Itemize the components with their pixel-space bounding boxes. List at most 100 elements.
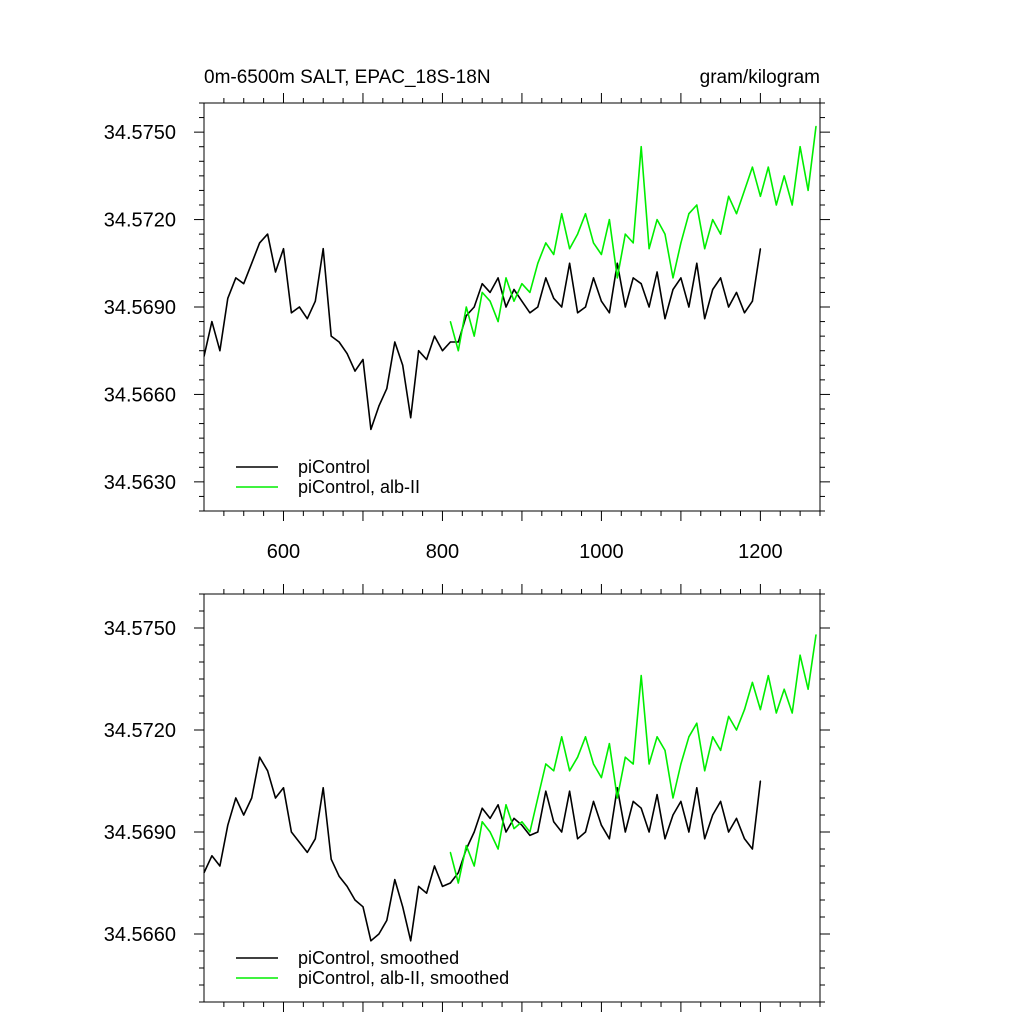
data-point [569, 262, 571, 264]
data-point [592, 242, 595, 244]
data-point [219, 865, 221, 867]
data-point [720, 277, 722, 279]
data-point [298, 841, 300, 843]
data-point [338, 875, 340, 877]
data-point [497, 320, 499, 323]
panel-1: 34.5630 34.5660 34.5690 34.5720 34.5750 600 80… [104, 67, 830, 563]
data-point [402, 906, 404, 908]
data-point [672, 814, 674, 816]
data-point [624, 233, 626, 235]
data-point [266, 770, 269, 772]
data-point [688, 736, 690, 738]
data-point [553, 821, 555, 823]
data-point [441, 885, 444, 888]
data-point [457, 350, 459, 352]
data-point [298, 306, 300, 308]
data-point [505, 804, 507, 806]
data-point [449, 851, 451, 854]
data-point [314, 300, 316, 302]
data-point [457, 882, 459, 884]
data-point [521, 283, 523, 285]
series-line-2 [449, 126, 817, 352]
data-point [576, 312, 579, 314]
data-point [608, 743, 610, 745]
data-point [727, 306, 730, 308]
data-point [513, 828, 515, 830]
data-point [775, 712, 777, 714]
data-point [529, 291, 531, 294]
data-point [751, 681, 754, 684]
data-point [783, 175, 785, 177]
data-point [704, 318, 706, 320]
data-point [521, 821, 523, 823]
data-point [410, 940, 412, 942]
legend-label: piControl [298, 457, 370, 477]
data-point [664, 318, 666, 320]
data-point [561, 213, 563, 215]
data-point [616, 262, 618, 264]
data-point [378, 405, 380, 407]
data-point [600, 300, 603, 302]
data-point [505, 277, 507, 279]
data-point [592, 800, 595, 803]
data-point [759, 248, 761, 250]
data-point [354, 899, 356, 901]
data-point [735, 817, 738, 820]
data-point [266, 233, 269, 235]
y-tick-label: 34.5690 [104, 822, 176, 844]
data-point [545, 790, 547, 792]
data-point [799, 146, 801, 148]
data-point [680, 763, 682, 765]
legend-label: piControl, alb-II, smoothed [298, 968, 509, 988]
data-point [513, 288, 515, 291]
data-point [259, 242, 261, 244]
data-point [481, 821, 483, 823]
data-point [338, 341, 340, 343]
data-point [481, 807, 483, 809]
data-point [743, 709, 746, 711]
data-point [600, 824, 603, 826]
data-point [807, 189, 809, 192]
data-point [481, 283, 483, 285]
data-point [449, 882, 451, 884]
data-point [346, 885, 348, 888]
data-point [386, 388, 388, 390]
y-tick-label: 34.5690 [104, 297, 176, 319]
data-point [712, 814, 714, 816]
data-point [489, 300, 491, 302]
data-point [243, 814, 245, 816]
data-point [720, 800, 722, 803]
data-point [465, 306, 467, 308]
plot-frame [203, 593, 821, 1003]
data-point [481, 291, 483, 294]
data-point [672, 277, 674, 279]
data-point [290, 312, 293, 314]
data-point [465, 315, 467, 317]
data-point [370, 940, 372, 942]
data-point [624, 756, 626, 758]
plot-frame [203, 102, 821, 512]
data-point [505, 831, 507, 833]
data-point [775, 204, 777, 206]
data-point [346, 353, 348, 355]
data-point [251, 797, 253, 799]
data-point [688, 831, 690, 833]
data-point [569, 790, 571, 792]
data-point [282, 787, 285, 789]
data-point [799, 654, 801, 656]
data-point [561, 306, 563, 308]
data-point [767, 166, 769, 168]
data-point [720, 233, 722, 235]
data-point [735, 213, 738, 215]
data-point [561, 736, 563, 738]
data-point [418, 885, 420, 888]
data-point [727, 195, 730, 197]
data-point [624, 831, 626, 833]
data-point [640, 807, 642, 809]
data-point [433, 335, 436, 337]
data-point [402, 364, 404, 366]
data-point [330, 335, 332, 337]
data-point [648, 763, 650, 765]
data-point [489, 817, 491, 820]
